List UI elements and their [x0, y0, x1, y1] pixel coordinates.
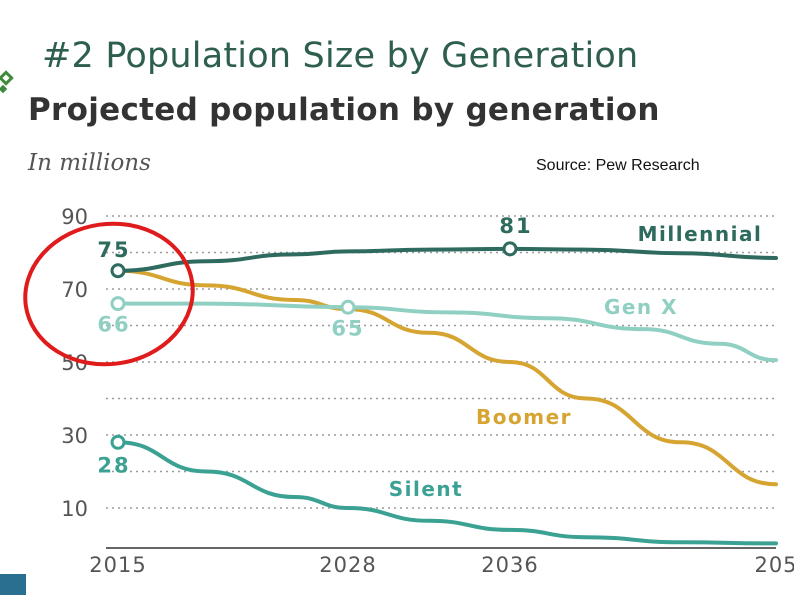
- data-label: 65: [331, 316, 364, 340]
- data-point-marker: [502, 241, 518, 257]
- data-label: 75: [97, 238, 130, 262]
- data-label: 66: [97, 313, 130, 337]
- x-tick-label: 2036: [481, 553, 538, 577]
- y-tick-label: 30: [61, 424, 88, 448]
- data-point-marker: [110, 434, 126, 450]
- series-line-boomer: [116, 268, 778, 487]
- y-tick-label: 90: [61, 205, 88, 229]
- chart-subtitle: In millions: [28, 150, 151, 176]
- y-tick-label: 10: [61, 497, 88, 521]
- data-point-marker: [110, 263, 126, 279]
- series-name-label: Millennial: [638, 222, 763, 246]
- data-label: 81: [499, 214, 532, 238]
- series-line-millennial: [116, 246, 778, 273]
- highlight-circle-annotation: [23, 221, 195, 367]
- series-name-label: Gen X: [604, 295, 678, 319]
- series-name-label: Silent: [389, 477, 463, 501]
- chart-title: Projected population by generation: [28, 92, 660, 128]
- data-point-marker: [110, 296, 126, 312]
- slide-title: #2 Population Size by Generation: [42, 36, 639, 76]
- data-point-marker: [340, 299, 356, 315]
- series-name-label: Boomer: [476, 405, 572, 429]
- series-line-gen-x: [116, 301, 778, 363]
- data-label: 28: [97, 453, 130, 477]
- slide-footer-bar: [0, 574, 26, 595]
- source-note: Source: Pew Research: [536, 157, 700, 174]
- y-tick-label: 70: [61, 278, 88, 302]
- x-tick-label: 2015: [89, 553, 146, 577]
- corner-diamond-icon: [0, 70, 14, 94]
- series-line-silent: [116, 440, 778, 546]
- x-tick-label: 205: [754, 553, 794, 577]
- x-tick-label: 2028: [319, 553, 376, 577]
